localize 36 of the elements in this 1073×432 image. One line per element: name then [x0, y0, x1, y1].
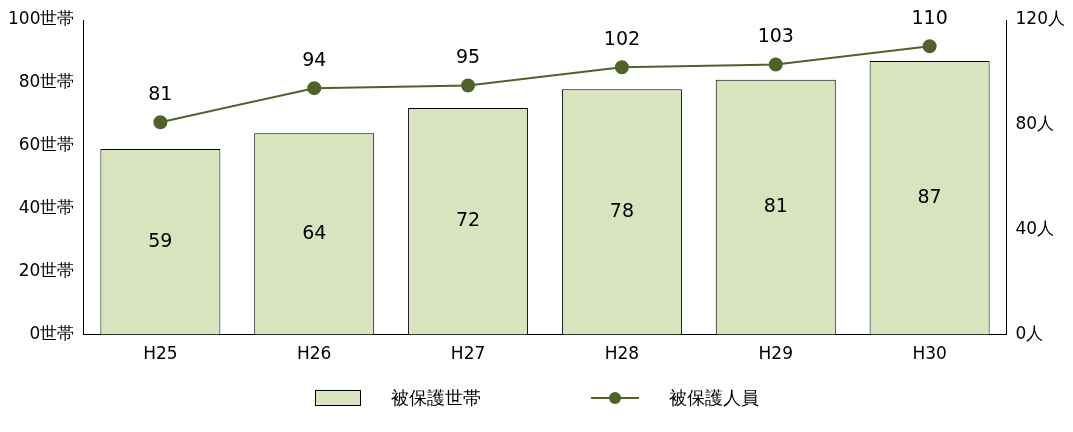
- data-label: 59: [148, 228, 173, 251]
- data-label: 103: [757, 24, 794, 47]
- y-tick-label: 100世帯: [7, 8, 75, 29]
- y2-tick-label: 80人: [1015, 113, 1055, 134]
- data-label: 95: [455, 44, 481, 67]
- y2-tick-label: 0人: [1015, 323, 1044, 344]
- data-label: 94: [302, 47, 327, 70]
- legend-label: 被保護人員: [668, 386, 759, 410]
- y2-tick-label: 40人: [1015, 218, 1055, 239]
- data-label: 102: [603, 26, 641, 49]
- y-tick-label: 20世帯: [18, 260, 75, 281]
- text: 被保護世帯: [390, 386, 481, 410]
- x-tick-label: H28: [604, 343, 640, 364]
- point: [768, 57, 783, 72]
- data-label: 72: [455, 208, 481, 231]
- data-label: 87: [917, 184, 942, 207]
- y2-tick-label: 120人: [1015, 8, 1066, 29]
- x-tick-label: H27: [450, 343, 486, 364]
- y-tick-label: 40世帯: [18, 197, 75, 218]
- x-tick-label: H26: [297, 343, 332, 364]
- y-tick-label: 80世帯: [18, 71, 75, 92]
- x-tick-label: H30: [912, 343, 947, 364]
- point: [153, 115, 168, 130]
- y-tick-label: 0世帯: [29, 323, 75, 344]
- point: [922, 39, 937, 54]
- data-label: 78: [609, 198, 635, 221]
- data-label: 64: [302, 220, 327, 243]
- y-tick-label: 60世帯: [18, 134, 75, 155]
- data-label: 81: [763, 194, 788, 217]
- x-tick-label: H29: [758, 343, 793, 364]
- point: [614, 60, 629, 75]
- point: [307, 81, 322, 96]
- data-label: 110: [911, 5, 948, 28]
- x-tick-label: H25: [143, 343, 178, 364]
- point: [461, 78, 476, 93]
- data-label: 81: [148, 81, 173, 104]
